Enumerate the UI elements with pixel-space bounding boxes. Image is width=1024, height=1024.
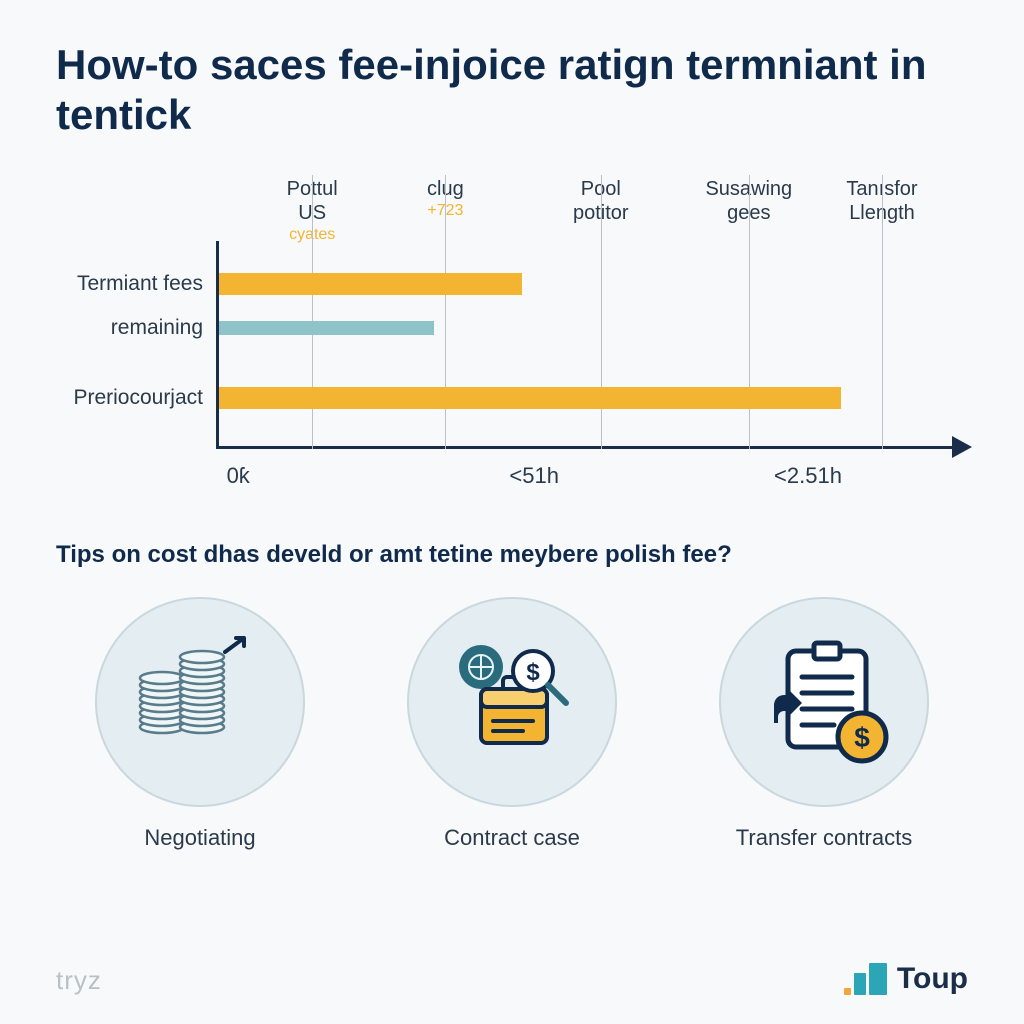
- chart-column-labels: PottulUScyatesclug+723PoolpotitorSusawin…: [216, 177, 956, 237]
- chart-bar: Termiant fees: [219, 273, 522, 295]
- chart-bar-label: remaining: [111, 317, 219, 339]
- footer: tryz Toup: [56, 962, 968, 996]
- briefcase-icon: $: [407, 597, 617, 807]
- chart-x-tick: <2.51h: [774, 463, 842, 489]
- tip-label: Transfer contracts: [736, 825, 912, 851]
- svg-text:$: $: [526, 659, 540, 686]
- chart-bar-label: Preriocourjact: [73, 387, 219, 409]
- tip-label: Negotiating: [144, 825, 255, 851]
- chart-x-tick: <51h: [509, 463, 559, 489]
- brand-logo: Toup: [844, 962, 968, 996]
- chart-plot-area: 0ƙ<51h<2.51hTermiant feesremainingPrerio…: [216, 249, 956, 449]
- svg-text:$: $: [854, 722, 870, 753]
- chart-bar: remaining: [219, 321, 434, 335]
- clipboard-icon: $: [719, 597, 929, 807]
- chart-x-axis-arrow: [952, 436, 972, 458]
- watermark: tryz: [56, 965, 102, 996]
- chart-gridline: [882, 175, 883, 449]
- tip-item: $ Contract case: [368, 597, 656, 851]
- brand-bars-icon: [844, 963, 887, 995]
- tip-item: Negotiating: [56, 597, 344, 851]
- tips-row: Negotiating $ Contract case $ Transfer contr…: [56, 597, 968, 851]
- horizontal-bar-chart: PottulUScyatesclug+723PoolpotitorSusawin…: [56, 177, 968, 505]
- page: How-to saces fee-injoice ratign termnian…: [0, 0, 1024, 1024]
- chart-bar-label: Termiant fees: [77, 273, 219, 295]
- coins-icon: [95, 597, 305, 807]
- tip-label: Contract case: [444, 825, 580, 851]
- tip-item: $ Transfer contracts: [680, 597, 968, 851]
- chart-x-tick: 0ƙ: [227, 463, 250, 489]
- chart-x-axis: [216, 446, 956, 449]
- page-title: How-to saces fee-injoice ratign termnian…: [56, 40, 968, 141]
- brand-name: Toup: [897, 962, 968, 996]
- tips-heading: Tips on cost dhas develd or amt tetine m…: [56, 541, 968, 569]
- chart-bar: Preriocourjact: [219, 387, 841, 409]
